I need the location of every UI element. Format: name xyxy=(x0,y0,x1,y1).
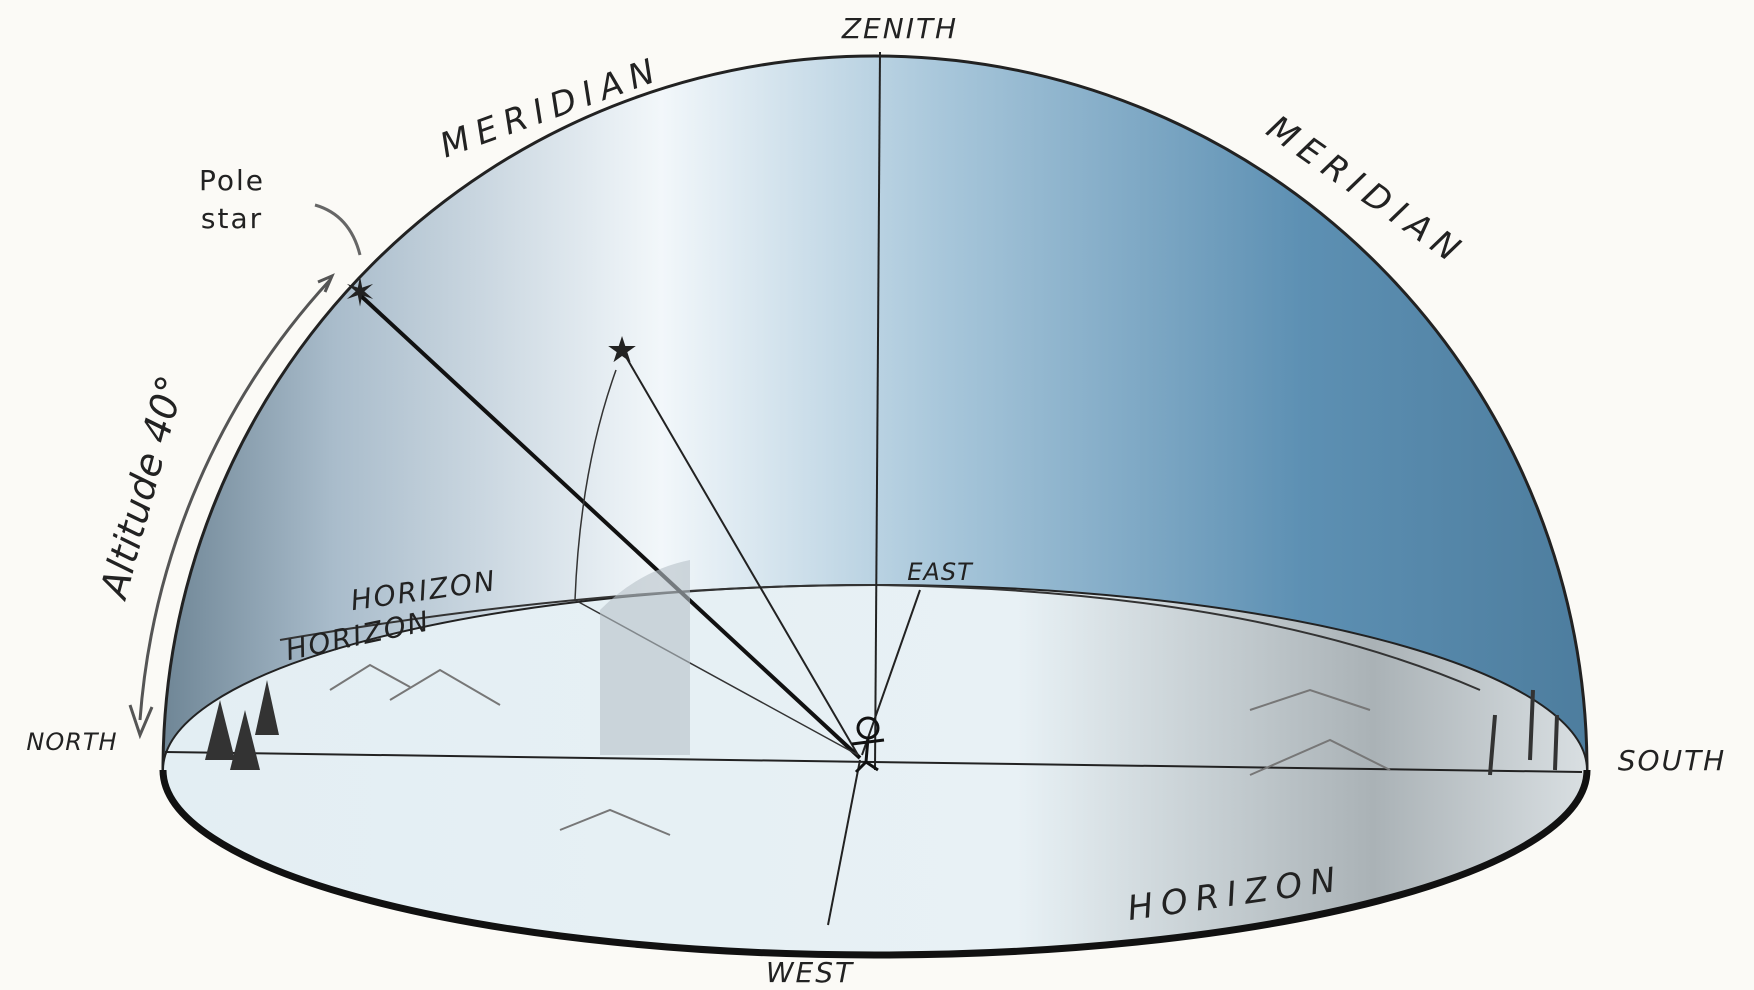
pole-star-label: Pole xyxy=(199,164,265,197)
east-label: EAST xyxy=(907,558,974,586)
west-label: WEST xyxy=(766,956,854,989)
celestial-sphere-diagram: ✶ ★ ZENITH MERIDIAN MERIDIAN Pole star A… xyxy=(0,0,1754,990)
altitude-label: Altitude 40° xyxy=(91,371,193,605)
star-mark: ★ xyxy=(606,330,638,371)
pole-star-mark: ✶ xyxy=(343,270,377,316)
zenith-label: ZENITH xyxy=(841,12,958,45)
north-label: NORTH xyxy=(26,728,117,756)
south-label: SOUTH xyxy=(1618,744,1726,777)
pole-star-label: star xyxy=(201,202,263,235)
